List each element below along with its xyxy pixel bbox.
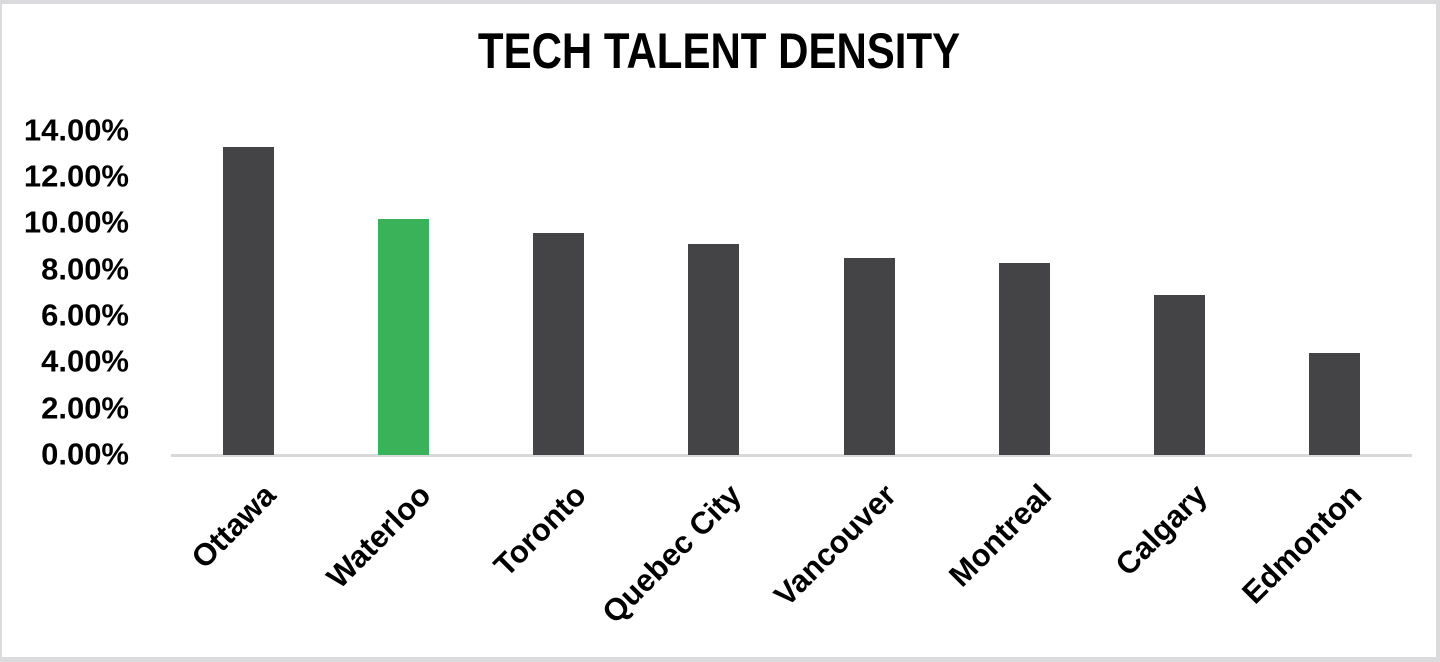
x-axis-label-waterloo: Waterloo [320,477,438,596]
y-axis-tick-label: 4.00% [41,343,129,379]
bar-calgary [1153,295,1205,455]
x-axis-label-edmonton: Edmonton [1235,477,1369,611]
y-axis-tick-label: 12.00% [23,158,129,194]
x-axis-label-toronto: Toronto [486,477,593,584]
bar-vancouver [843,258,895,455]
x-axis-line [171,454,1412,457]
bar-edmonton [1308,353,1360,455]
x-axis-label-ottawa: Ottawa [184,477,283,576]
y-axis-tick-label: 6.00% [41,297,129,333]
y-axis-tick-label: 14.00% [23,112,129,148]
bar-toronto [533,232,585,455]
y-axis-tick-label: 2.00% [41,390,129,426]
y-axis-tick-label: 0.00% [41,436,129,472]
x-axis-label-montreal: Montreal [942,477,1059,594]
bar-ottawa [223,146,275,455]
chart-title-text: TECH TALENT DENSITY [477,23,961,79]
bar-quebec-city [688,244,740,455]
x-axis-label-vancouver: Vancouver [767,477,904,613]
chart-title: TECH TALENT DENSITY [2,24,1436,78]
bar-waterloo [378,218,430,455]
y-axis-tick-label: 8.00% [41,251,129,287]
x-axis-label-calgary: Calgary [1108,477,1214,583]
x-axis-label-quebec-city: Quebec City [595,477,748,630]
y-axis-tick-label: 10.00% [23,204,129,240]
bar-montreal [998,262,1050,455]
